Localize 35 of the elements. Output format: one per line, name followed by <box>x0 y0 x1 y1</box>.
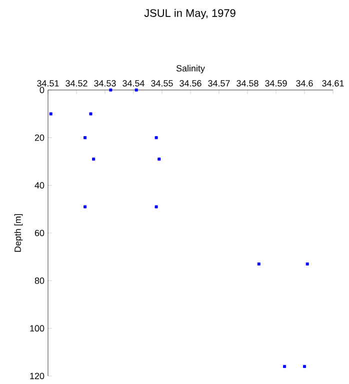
point <box>109 88 112 92</box>
point <box>84 205 87 208</box>
point <box>134 88 138 92</box>
x-tick-label: 34.55 <box>151 80 173 86</box>
x-tick-label: 34.59 <box>265 80 287 86</box>
x-tick-label: 34.53 <box>94 80 116 86</box>
point <box>154 136 158 140</box>
y-tick-label: 40 <box>34 182 44 189</box>
x-tick-label: 34.61 <box>322 80 344 86</box>
x-tick-label: 34.52 <box>66 80 88 86</box>
point <box>283 364 286 368</box>
point <box>257 262 260 266</box>
point <box>84 136 87 140</box>
x-tick-label: 34.6 <box>296 80 313 86</box>
x-tick-label: 34.56 <box>180 80 202 86</box>
y-tick-label: 60 <box>34 230 44 236</box>
point <box>158 158 161 161</box>
y-tick-label: 0 <box>40 86 44 94</box>
x-tick-label: 34.57 <box>208 80 230 86</box>
point <box>306 262 309 266</box>
y-tick-label: 100 <box>30 325 44 332</box>
x-axis-title: Salinity <box>176 64 205 74</box>
y-axis-title: Depth [m] <box>14 214 23 252</box>
y-tick-label: 120 <box>30 372 44 380</box>
point <box>154 205 158 208</box>
y-tick-label: 20 <box>34 134 44 141</box>
x-tick-label: 34.51 <box>37 80 59 86</box>
x-tick-label: 34.58 <box>236 80 258 86</box>
chart-title: JSUL in May, 1979 <box>144 8 236 20</box>
point <box>89 112 92 116</box>
x-tick-label: 34.54 <box>122 80 144 86</box>
point <box>303 364 306 368</box>
point <box>49 112 52 116</box>
point <box>92 158 96 161</box>
y-tick-label: 80 <box>34 277 44 284</box>
